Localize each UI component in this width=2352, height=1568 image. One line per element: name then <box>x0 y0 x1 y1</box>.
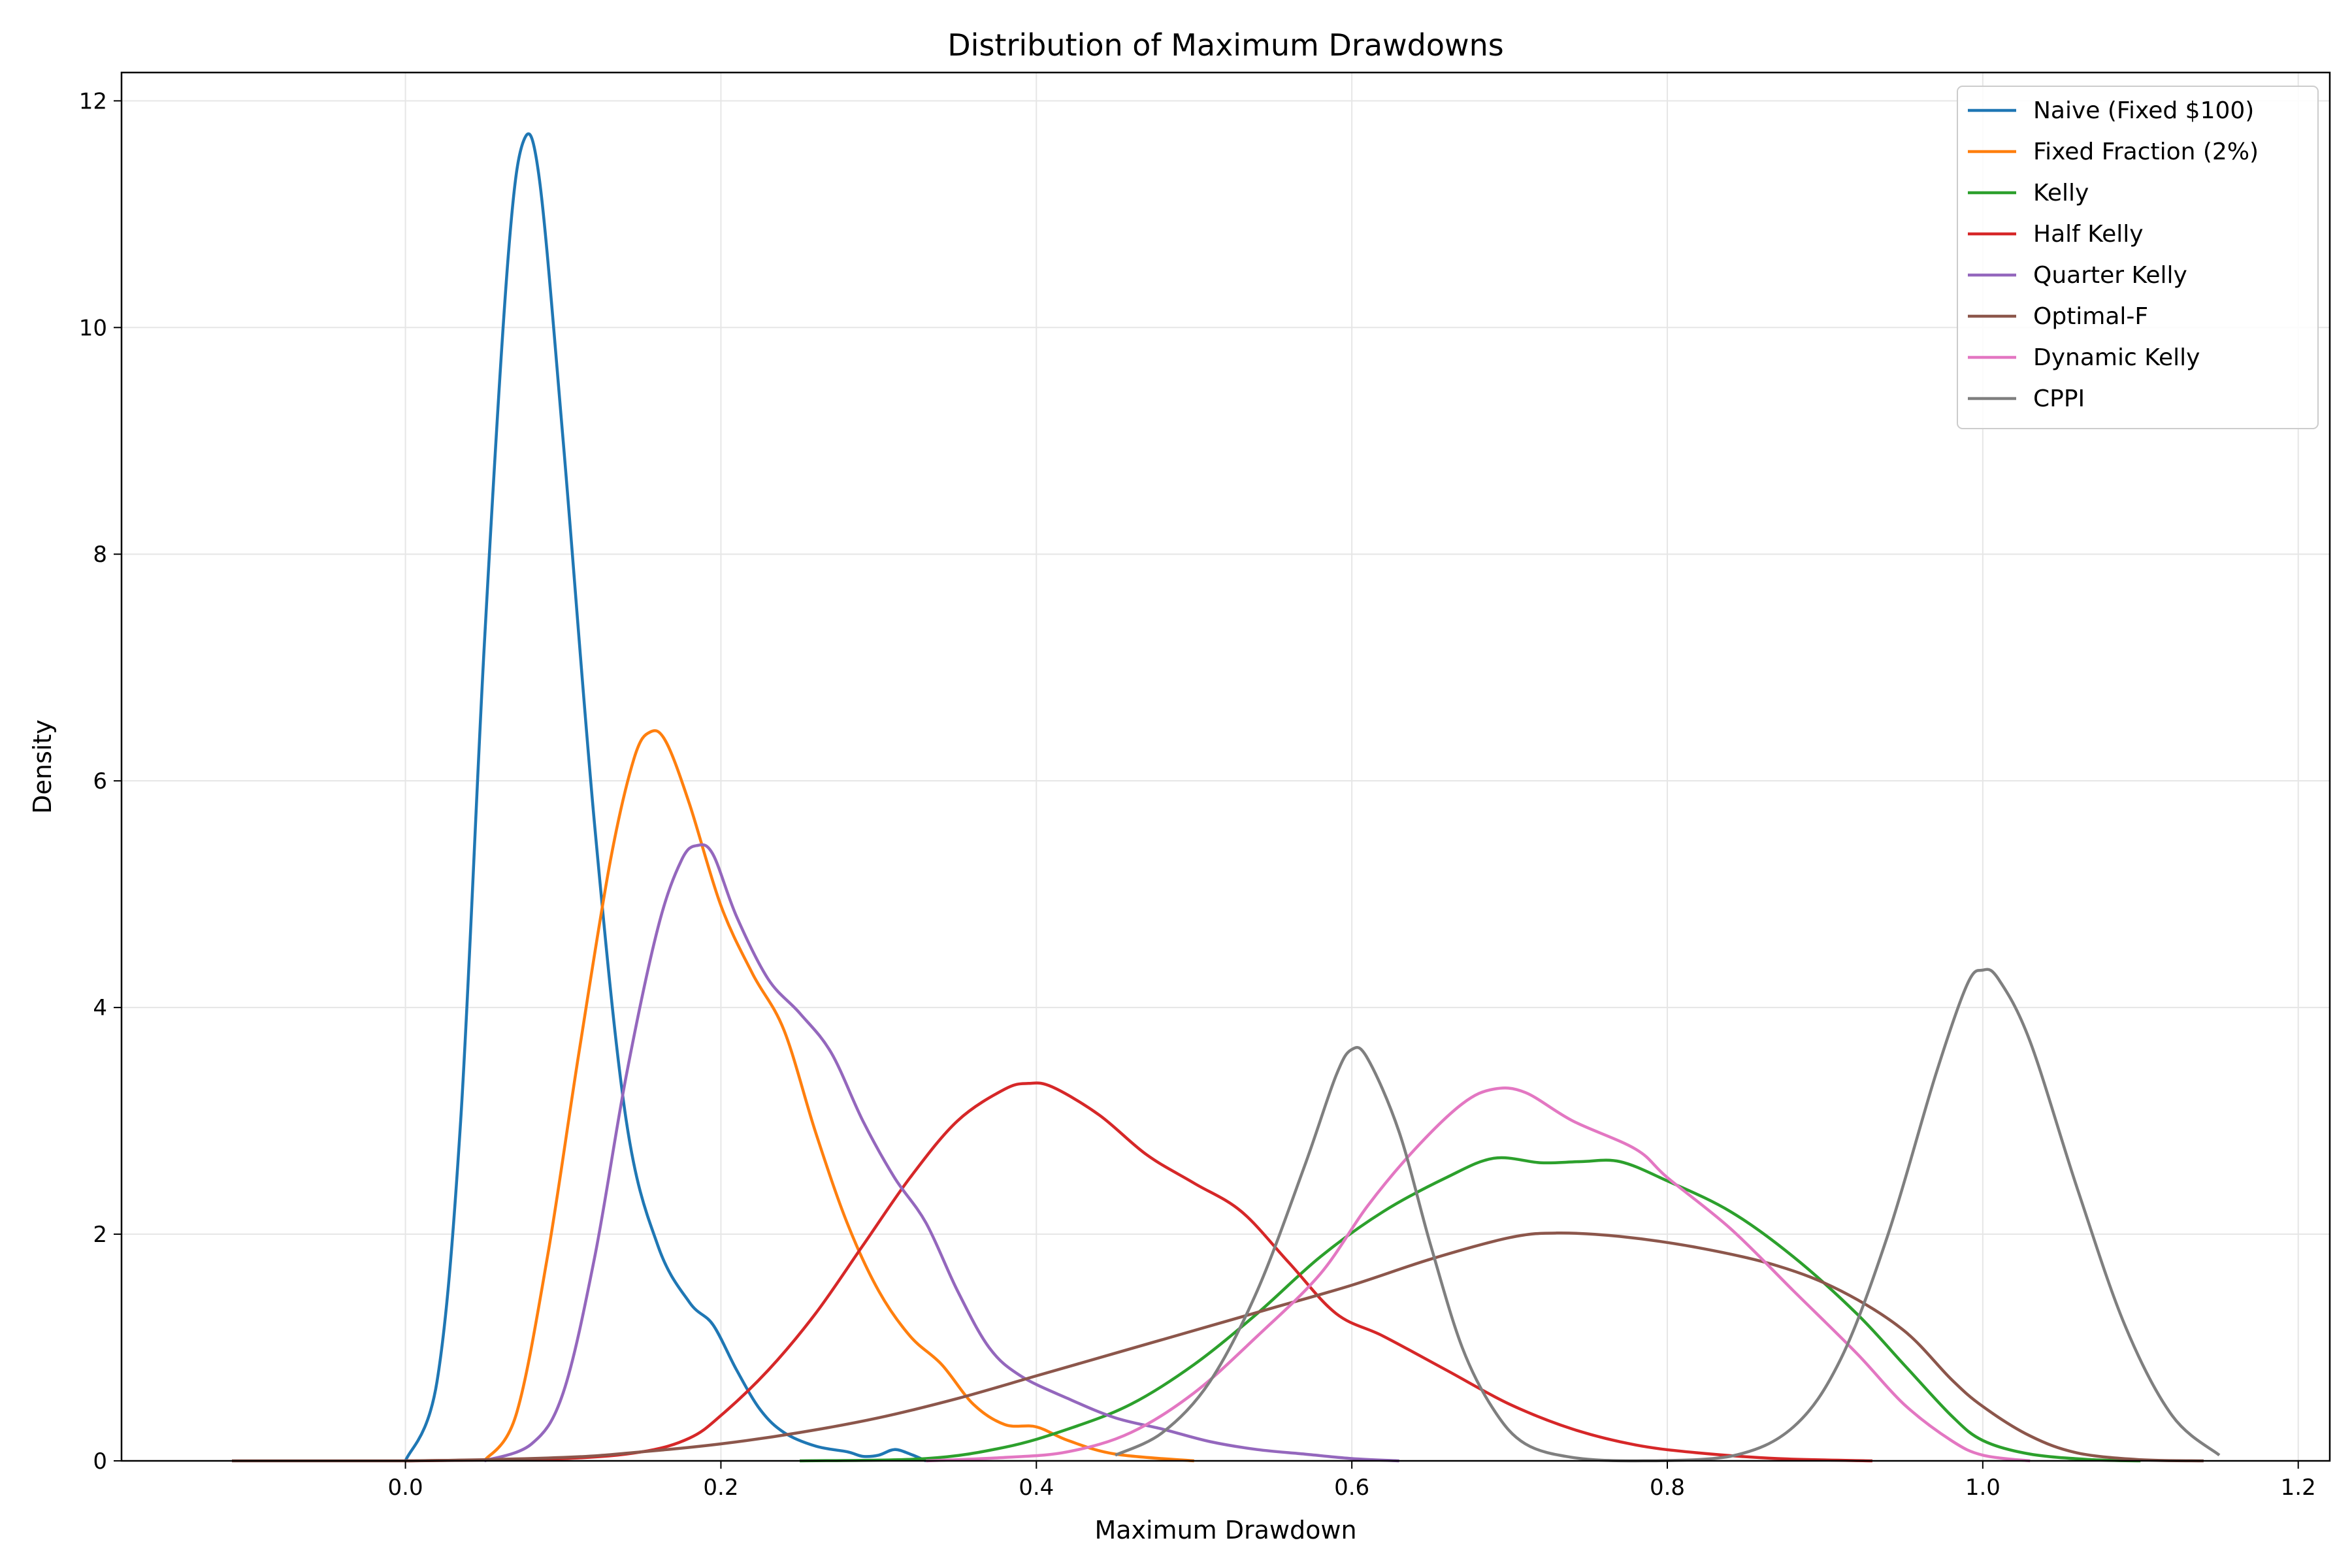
x-tick-label: 0.0 <box>388 1475 423 1501</box>
x-tick-label: 0.8 <box>1650 1475 1685 1501</box>
series-line-dynamic-kelly <box>926 1086 2031 1463</box>
x-tick-label: 0.2 <box>703 1475 738 1501</box>
y-tick-label: 6 <box>93 768 107 794</box>
legend-entry: Kelly <box>2033 180 2089 206</box>
plot-frame <box>120 71 2331 1462</box>
legend-entry: Fixed Fraction (2%) <box>2033 139 2259 165</box>
y-tick-label: 4 <box>93 995 107 1021</box>
legend-entry: Quarter Kelly <box>2033 262 2187 289</box>
y-tick-label: 0 <box>93 1448 107 1475</box>
y-tick-label: 12 <box>79 88 107 114</box>
legend-entry: CPPI <box>2033 385 2085 412</box>
chart-title: Distribution of Maximum Drawdowns <box>947 27 1503 63</box>
series-line-kelly <box>800 1156 2141 1463</box>
x-axis-label: Maximum Drawdown <box>1094 1516 1356 1544</box>
x-tick-label: 1.0 <box>1965 1475 2001 1501</box>
legend-box <box>1957 86 2319 429</box>
series-line-half-kelly <box>405 1081 1872 1463</box>
legend-entry: Optimal-F <box>2033 303 2148 330</box>
y-tick-label: 10 <box>79 315 107 341</box>
y-axis-label: Density <box>28 719 57 813</box>
legend-entry: Naive (Fixed $100) <box>2033 97 2254 124</box>
series-line-naive-fixed-100 <box>404 132 927 1463</box>
y-tick-label: 8 <box>93 542 107 568</box>
x-tick-label: 1.2 <box>2281 1475 2316 1501</box>
x-tick-label: 0.6 <box>1334 1475 1369 1501</box>
y-tick-label: 2 <box>93 1222 107 1248</box>
x-tick-label: 0.4 <box>1019 1475 1054 1501</box>
series-line-optimal-f <box>231 1232 2204 1463</box>
legend-entry: Dynamic Kelly <box>2033 344 2200 371</box>
series-line-fixed-fraction-2 <box>483 729 1194 1463</box>
legend-entry: Half Kelly <box>2033 221 2144 248</box>
legend: Naive (Fixed $100) Fixed Fraction (2%) Kel… <box>1957 86 2319 429</box>
axis-ticks: 0.0 0.2 0.4 0.6 0.8 1.0 1.2 0 2 4 6 8 10 12 <box>79 88 2316 1501</box>
